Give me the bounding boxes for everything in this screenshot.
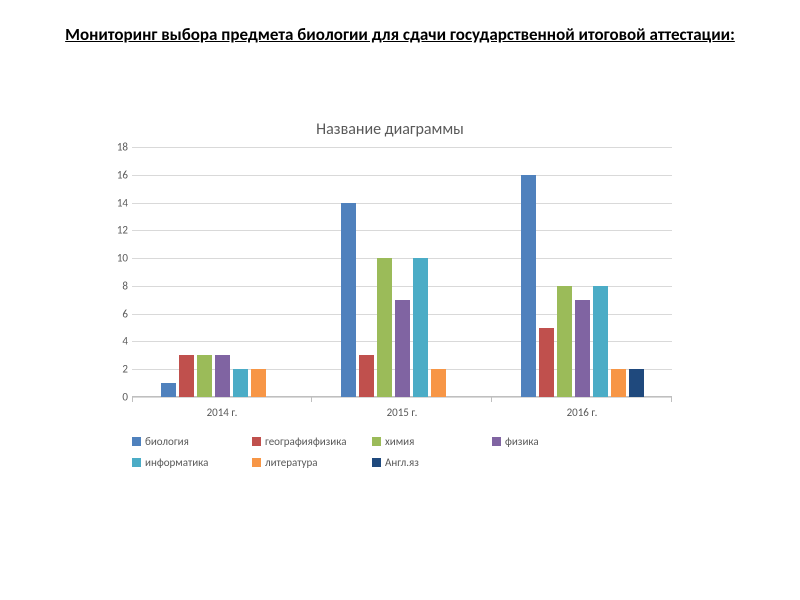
bar: [359, 355, 374, 397]
legend-label: биология: [145, 435, 189, 448]
chart-title: Название диаграммы: [100, 120, 680, 139]
bar: [593, 286, 608, 397]
bar: [251, 369, 266, 397]
legend-label: географияфизика: [265, 435, 346, 448]
axis-tick: [491, 397, 492, 402]
legend-label: физика: [505, 435, 539, 448]
bar: [395, 300, 410, 397]
y-tick-label: 0: [104, 391, 128, 404]
bar-groups: 2014 г.2015 г.2016 г.: [132, 147, 672, 397]
legend-swatch: [252, 458, 261, 467]
legend-swatch: [372, 437, 381, 446]
plot-area: 024681012141618 2014 г.2015 г.2016 г.: [132, 147, 672, 397]
bar-group: 2016 г.: [492, 147, 672, 397]
legend: биология географияфизика химия физика информ…: [132, 435, 680, 469]
axis-tick: [311, 397, 312, 402]
legend-item: информатика: [132, 456, 252, 469]
bar-group: 2015 г.: [312, 147, 492, 397]
x-tick-label: 2014 г.: [132, 406, 312, 419]
x-tick-label: 2015 г.: [312, 406, 492, 419]
legend-label: информатика: [145, 456, 208, 469]
bar-group: 2014 г.: [132, 147, 312, 397]
legend-swatch: [132, 437, 141, 446]
gridline: [132, 397, 672, 398]
bar: [557, 286, 572, 397]
bar: [179, 355, 194, 397]
bar: [341, 203, 356, 397]
legend-label: химия: [385, 435, 414, 448]
bar: [413, 258, 428, 397]
bar: [377, 258, 392, 397]
y-tick-label: 16: [104, 168, 128, 181]
legend-item: биология: [132, 435, 252, 448]
bar: [233, 369, 248, 397]
page-title: Мониторинг выбора предмета биологии для …: [60, 24, 740, 47]
y-tick-label: 12: [104, 224, 128, 237]
legend-swatch: [492, 437, 501, 446]
legend-item: литература: [252, 456, 372, 469]
bar: [539, 328, 554, 397]
legend-label: Англ.яз: [385, 456, 419, 469]
bar: [575, 300, 590, 397]
y-tick-label: 8: [104, 279, 128, 292]
legend-item: физика: [492, 435, 612, 448]
x-tick-label: 2016 г.: [492, 406, 672, 419]
bar: [161, 383, 176, 397]
y-tick-label: 10: [104, 252, 128, 265]
bar: [431, 369, 446, 397]
axis-tick: [132, 397, 133, 402]
legend-item: географияфизика: [252, 435, 372, 448]
bar: [215, 355, 230, 397]
y-tick-label: 18: [104, 141, 128, 154]
y-tick-label: 14: [104, 196, 128, 209]
bar: [521, 175, 536, 397]
y-tick-label: 4: [104, 335, 128, 348]
chart-container: Название диаграммы 024681012141618 2014 …: [100, 120, 680, 490]
bar: [611, 369, 626, 397]
bar: [197, 355, 212, 397]
legend-item: химия: [372, 435, 492, 448]
y-tick-label: 2: [104, 363, 128, 376]
y-tick-label: 6: [104, 307, 128, 320]
bar: [629, 369, 644, 397]
legend-swatch: [132, 458, 141, 467]
axis-tick: [671, 397, 672, 402]
legend-item: Англ.яз: [372, 456, 492, 469]
legend-swatch: [252, 437, 261, 446]
legend-swatch: [372, 458, 381, 467]
legend-label: литература: [265, 456, 318, 469]
